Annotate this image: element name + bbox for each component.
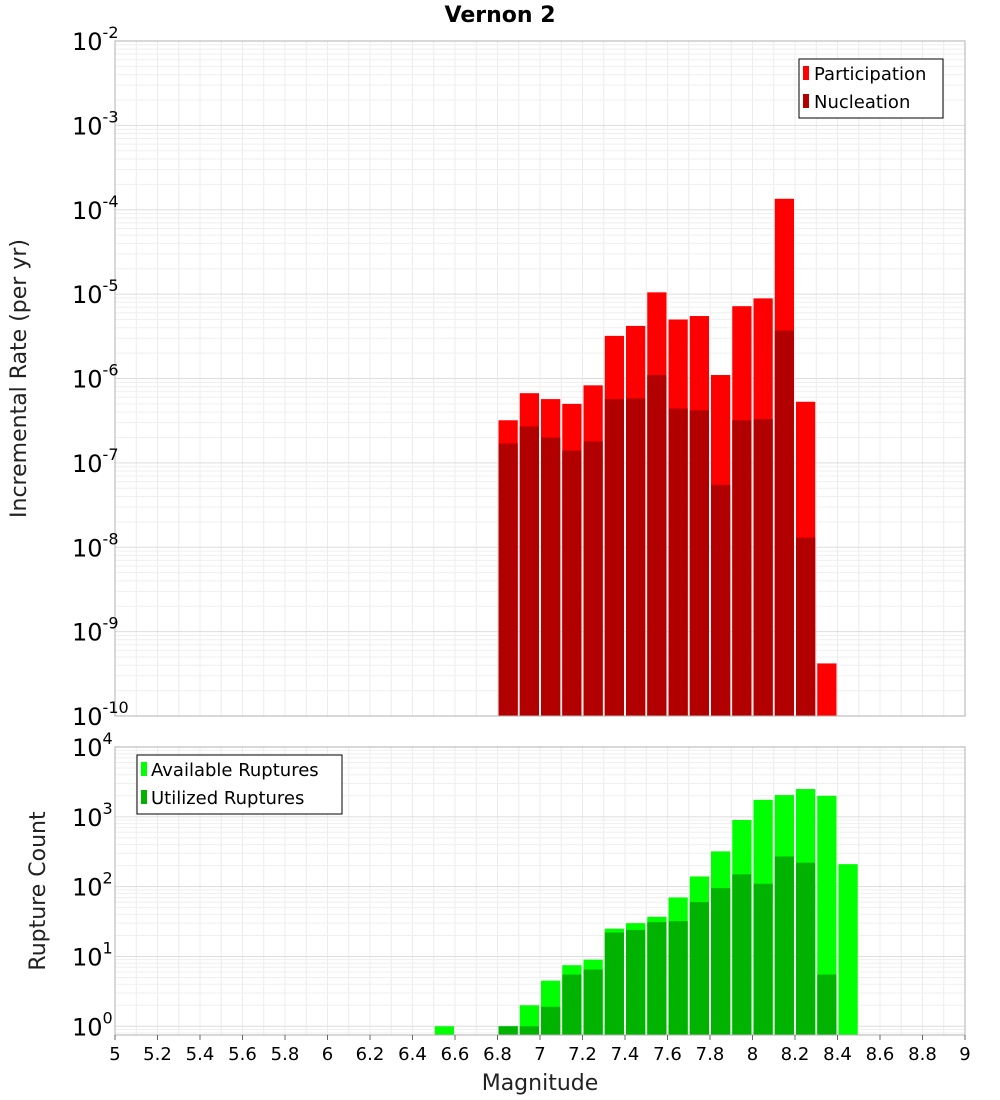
bar-nucleation: [753, 419, 773, 716]
top-grid: [114, 41, 966, 717]
top-y-axis-label: Incremental Rate (per yr): [7, 239, 32, 518]
bar-utilized-ruptures: [796, 862, 816, 1035]
bar-utilized-ruptures: [817, 974, 837, 1035]
bar-nucleation: [583, 441, 603, 716]
y-tick-label: 10-8: [72, 529, 119, 562]
x-tick-label: 7.6: [653, 1044, 682, 1065]
x-tick-label: 8.2: [781, 1044, 810, 1065]
bar-utilized-ruptures: [668, 921, 688, 1035]
x-tick-label: 5.2: [143, 1044, 172, 1065]
bottom-legend-box: [136, 754, 343, 815]
x-tick-label: 7: [534, 1044, 545, 1065]
top-y-ticks: 10-10 10-9 10-8 10-7 10-6 10-5 10-4 10-3 10-2: [72, 23, 129, 731]
x-tick-label: 6.6: [441, 1044, 470, 1065]
bar-utilized-ruptures: [541, 1006, 561, 1035]
bar-utilized-ruptures: [732, 874, 752, 1035]
x-tick-label: 5.6: [228, 1044, 257, 1065]
legend-swatch-available: [141, 762, 147, 776]
bar-available-ruptures: [434, 1026, 454, 1035]
bar-utilized-ruptures: [753, 883, 773, 1035]
legend-label-available: Available Ruptures: [151, 760, 319, 781]
y-tick-label: 101: [72, 938, 113, 971]
bottom-legend: Available Ruptures Utilized Ruptures: [136, 754, 343, 815]
y-tick-label: 10-5: [72, 276, 119, 309]
bar-utilized-ruptures: [498, 1026, 518, 1035]
legend-label-nucleation: Nucleation: [814, 92, 910, 113]
chart-title: Vernon 2: [445, 3, 556, 28]
rupture-count-plot: 100 101 102 103 104 Rupture Count Available …: [26, 729, 966, 1041]
x-tick-label: 7.2: [568, 1044, 597, 1065]
bar-available-ruptures: [838, 864, 858, 1035]
bottom-y-axis-label: Rupture Count: [26, 811, 51, 971]
x-tick-label: 7.8: [696, 1044, 725, 1065]
legend-label-participation: Participation: [814, 64, 926, 85]
bar-utilized-ruptures: [562, 974, 582, 1035]
y-tick-label: 10-7: [72, 445, 119, 478]
bar-nucleation: [732, 420, 752, 716]
y-tick-label: 10-10: [72, 698, 129, 731]
y-tick-label: 10-9: [72, 614, 119, 647]
top-bars: [498, 198, 837, 717]
bar-nucleation: [796, 537, 816, 716]
bar-utilized-ruptures: [774, 856, 794, 1035]
bar-nucleation: [668, 408, 688, 716]
x-tick-label: 6.8: [483, 1044, 512, 1065]
top-legend: Participation Nucleation: [798, 58, 944, 119]
bar-utilized-ruptures: [626, 929, 646, 1035]
legend-label-utilized: Utilized Ruptures: [151, 788, 304, 809]
legend-swatch-participation: [803, 66, 809, 80]
bar-utilized-ruptures: [689, 902, 709, 1035]
top-plot-frame: [114, 40, 966, 717]
bar-nucleation: [689, 410, 709, 716]
bar-nucleation: [541, 437, 561, 716]
bar-nucleation: [519, 426, 539, 716]
bar-utilized-ruptures: [711, 888, 731, 1035]
bar-utilized-ruptures: [583, 969, 603, 1035]
x-tick-label: 5.4: [186, 1044, 215, 1065]
y-tick-label: 10-2: [72, 23, 119, 56]
x-tick-label: 8.4: [823, 1044, 852, 1065]
x-axis-label: Magnitude: [482, 1071, 599, 1096]
bar-nucleation: [498, 443, 518, 716]
legend-swatch-nucleation: [803, 94, 809, 108]
x-tick-label: 6.4: [398, 1044, 427, 1065]
y-tick-label: 10-6: [72, 361, 119, 394]
bar-nucleation: [562, 450, 582, 716]
x-tick-label: 7.4: [611, 1044, 640, 1065]
x-tick-label: 8.8: [908, 1044, 937, 1065]
y-tick-label: 10-3: [72, 107, 119, 140]
x-tick-label: 6.2: [356, 1044, 385, 1065]
bar-participation: [817, 663, 837, 716]
participation-nucleation-plot: 10-10 10-9 10-8 10-7 10-6 10-5 10-4 10-3 10-2 In…: [7, 23, 966, 731]
y-tick-label: 104: [72, 729, 113, 762]
bar-nucleation: [626, 398, 646, 716]
x-tick-label: 8: [747, 1044, 758, 1065]
bar-utilized-ruptures: [519, 1026, 539, 1035]
y-tick-label: 100: [72, 1008, 113, 1041]
bottom-y-ticks: 100 101 102 103 104: [72, 729, 113, 1041]
bar-nucleation: [647, 375, 667, 716]
y-tick-label: 102: [72, 869, 113, 902]
x-tick-label: 5: [109, 1044, 120, 1065]
y-tick-label: 103: [72, 799, 113, 832]
x-tick-label: 5.8: [271, 1044, 300, 1065]
x-tick-label: 8.6: [866, 1044, 895, 1065]
bar-nucleation: [711, 484, 731, 716]
bar-utilized-ruptures: [647, 922, 667, 1035]
bottom-bars: [434, 789, 858, 1035]
y-tick-label: 10-4: [72, 192, 119, 225]
x-tick-label: 6: [322, 1044, 333, 1065]
legend-swatch-utilized: [141, 790, 147, 804]
bar-utilized-ruptures: [604, 932, 624, 1035]
bar-nucleation: [774, 330, 794, 716]
top-legend-box: [798, 58, 944, 119]
bar-nucleation: [604, 399, 624, 716]
x-axis-ticks: 5 5.2 5.4 5.6 5.8 6 6.2 6.4 6.6 6.8 7 7.2 7.4 7.6 7.8 8…: [109, 1035, 971, 1065]
x-tick-label: 9: [959, 1044, 970, 1065]
